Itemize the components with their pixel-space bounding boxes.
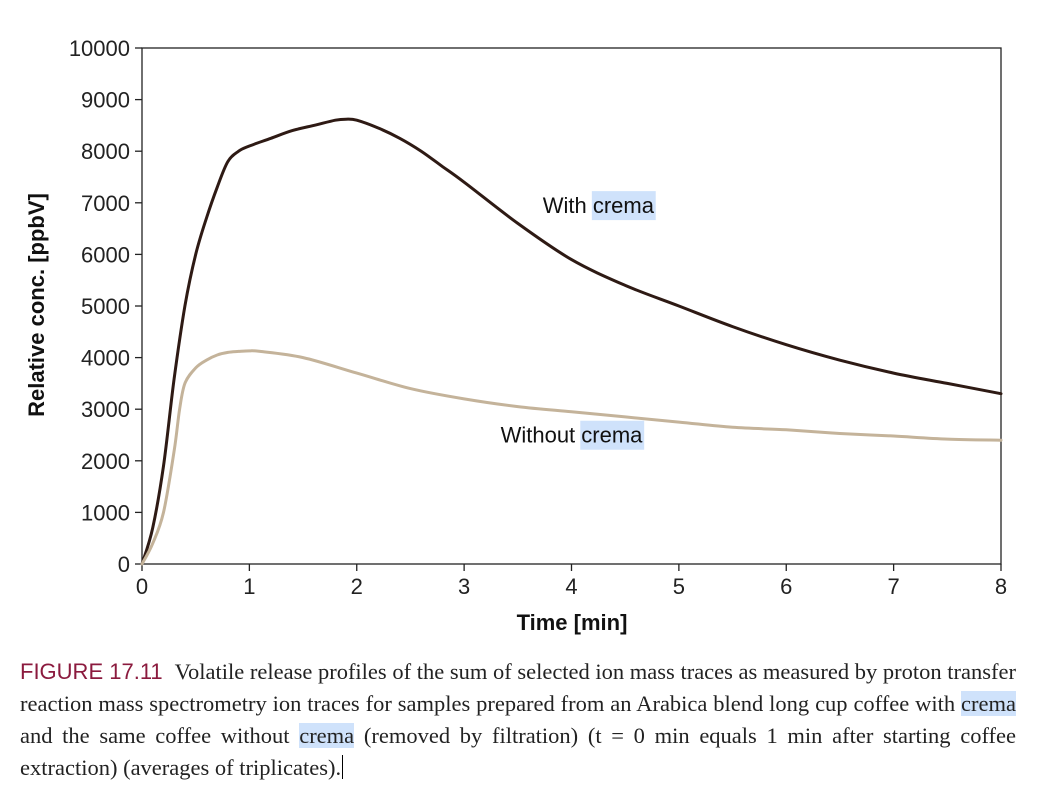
- label-text: With: [543, 193, 593, 218]
- series-line-without-crema: [140, 349, 1003, 566]
- x-tick-label: 8: [995, 574, 1007, 599]
- x-tick-label: 5: [673, 574, 685, 599]
- caption-text-3: (removed by filtration) (t = 0 min equal…: [20, 723, 1016, 780]
- x-tick-label: 6: [780, 574, 792, 599]
- y-tick-label: 1000: [81, 500, 130, 525]
- x-tick-label: 3: [458, 574, 470, 599]
- y-axis-title: Relative conc. [ppbV]: [24, 193, 49, 417]
- y-tick-label: 4000: [81, 346, 130, 371]
- x-tick-label: 0: [136, 574, 148, 599]
- figure-caption: FIGURE 17.11 Volatile release profiles of…: [20, 656, 1016, 784]
- x-tick-label: 1: [243, 574, 255, 599]
- svg-text:Without crema: Without crema: [501, 423, 644, 448]
- label-highlight-text: crema: [593, 193, 655, 218]
- series-label-without-crema: Without crema: [501, 420, 645, 450]
- y-tick-label: 5000: [81, 294, 130, 319]
- x-tick-label: 4: [565, 574, 577, 599]
- series-layer: [140, 117, 1003, 566]
- y-tick-label: 0: [118, 552, 130, 577]
- caption-text-2: and the same coffee without: [20, 723, 300, 748]
- label-text: Without: [501, 423, 582, 448]
- x-axis-ticks: 0 1 2 3 4 5 6 7 8: [136, 564, 1007, 599]
- y-tick-label: 6000: [81, 242, 130, 267]
- y-tick-label: 10000: [69, 36, 130, 61]
- series-label-with-crema: With crema: [543, 191, 656, 221]
- y-tick-label: 9000: [81, 88, 130, 113]
- y-tick-label: 3000: [81, 397, 130, 422]
- text-cursor: [342, 755, 344, 779]
- figure-label: FIGURE 17.11: [20, 659, 163, 684]
- y-tick-label: 2000: [81, 449, 130, 474]
- label-highlight: [580, 420, 645, 450]
- y-tick-label: 7000: [81, 191, 130, 216]
- x-axis-title: Time [min]: [517, 610, 628, 635]
- label-highlight-text: crema: [581, 423, 643, 448]
- caption-highlight-1: crema: [961, 691, 1016, 716]
- caption-text-1: Volatile release profiles of the sum of …: [20, 659, 1016, 716]
- x-tick-label: 7: [888, 574, 900, 599]
- label-highlight: [591, 191, 656, 221]
- y-tick-label: 8000: [81, 139, 130, 164]
- series-line-with-crema: [140, 117, 1003, 566]
- x-tick-label: 2: [351, 574, 363, 599]
- caption-highlight-2: crema: [299, 723, 355, 748]
- line-chart: 0100020003000400050006000700080009000100…: [24, 36, 1007, 635]
- y-axis-ticks: 0 1000 2000 3000 4000 5000 6000 7000 8000 9000 100…: [69, 36, 142, 577]
- plot-area: [141, 47, 1002, 565]
- svg-text:With crema: With crema: [543, 193, 655, 218]
- plot-frame: [141, 47, 1002, 565]
